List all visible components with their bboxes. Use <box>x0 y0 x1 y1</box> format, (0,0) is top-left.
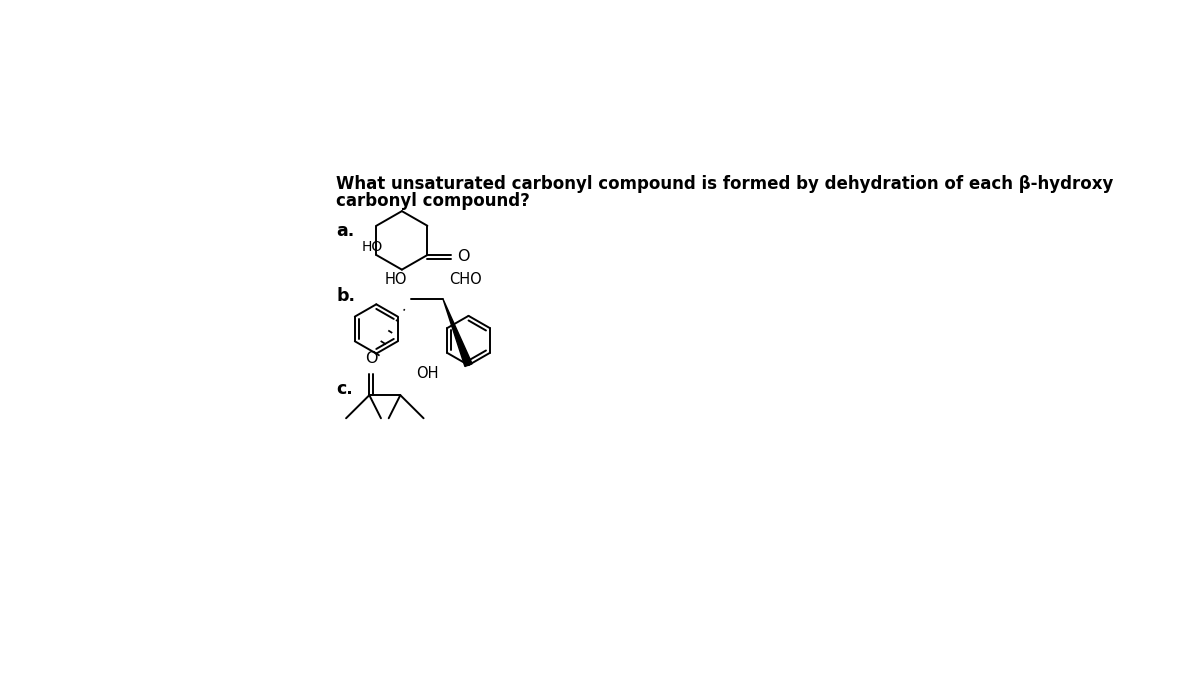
Text: OH: OH <box>416 367 438 381</box>
Text: a.: a. <box>336 222 354 240</box>
Text: HO: HO <box>385 271 407 287</box>
Text: c.: c. <box>336 380 353 398</box>
Text: b.: b. <box>336 288 355 305</box>
Text: HO: HO <box>362 240 383 254</box>
Text: CHO: CHO <box>449 271 482 287</box>
Text: O: O <box>365 351 377 366</box>
Text: carbonyl compound?: carbonyl compound? <box>336 192 530 210</box>
Polygon shape <box>443 299 472 367</box>
Text: What unsaturated carbonyl compound is formed by dehydration of each β-hydroxy: What unsaturated carbonyl compound is fo… <box>336 175 1114 193</box>
Text: O: O <box>457 249 469 264</box>
